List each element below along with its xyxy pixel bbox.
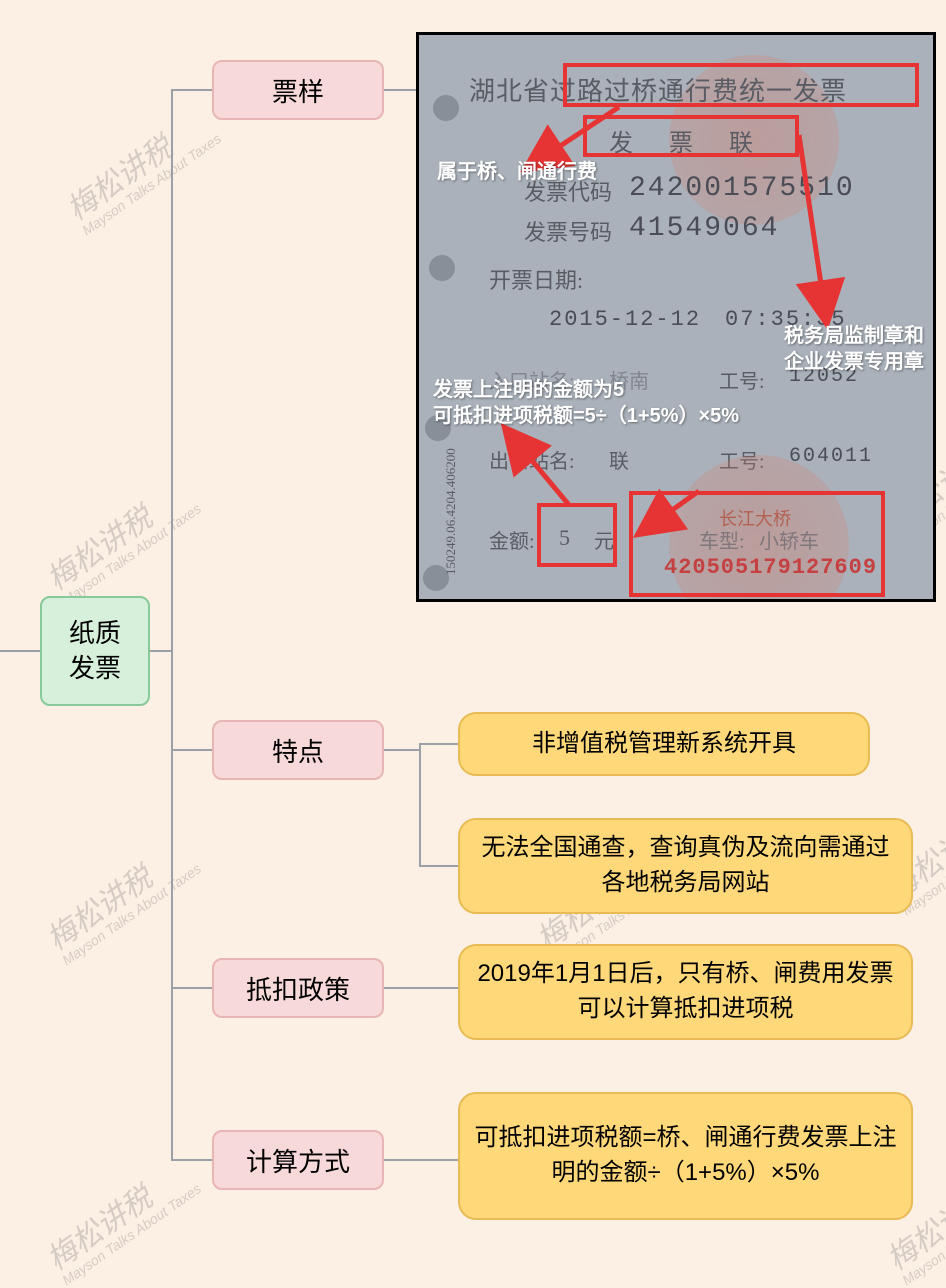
anno-amt-l2: 可抵扣进项税额=5÷（1+5%）×5% (433, 403, 739, 429)
leaf-policy1: 2019年1月1日后，只有桥、闸费用发票可以计算抵扣进项税 (458, 944, 913, 1040)
branch-policy: 抵扣政策 (212, 958, 384, 1018)
root-l1: 纸质 (69, 616, 121, 651)
leaf-calc1-text: 可抵扣进项税额=桥、闸通行费发票上注明的金额÷（1+5%）×5% (474, 1121, 897, 1191)
leaf-calc1: 可抵扣进项税额=桥、闸通行费发票上注明的金额÷（1+5%）×5% (458, 1092, 913, 1220)
branch-sample-label: 票样 (272, 72, 324, 109)
root-l2: 发票 (69, 651, 121, 686)
branch-sample: 票样 (212, 60, 384, 120)
watermark: 梅松讲税Mayson Talks About Taxes (42, 836, 203, 967)
leaf-feature1: 非增值税管理新系统开具 (458, 712, 870, 776)
watermark: 梅松讲税Mayson Talks About Taxes (42, 476, 203, 607)
root-node-paper-invoice: 纸质 发票 (40, 596, 150, 706)
leaf-feature1-text: 非增值税管理新系统开具 (532, 727, 796, 762)
branch-calc-label: 计算方式 (246, 1142, 350, 1179)
anno-seal-l1: 税务局监制章和 (784, 323, 924, 349)
branch-policy-label: 抵扣政策 (246, 970, 350, 1007)
watermark: 梅松讲税Mayson Talks About Taxes (62, 106, 223, 237)
branch-feature-label: 特点 (272, 732, 324, 769)
anno-amt-l1: 发票上注明的金额为5 (433, 377, 739, 403)
branch-feature: 特点 (212, 720, 384, 780)
red-arrows (419, 35, 933, 599)
anno-seal-l2: 企业发票专用章 (784, 349, 924, 375)
leaf-feature2-text: 无法全国通查，查询真伪及流向需通过各地税务局网站 (474, 831, 897, 901)
leaf-policy1-text: 2019年1月1日后，只有桥、闸费用发票可以计算抵扣进项税 (474, 957, 897, 1027)
watermark: 梅松讲税Mayson Talks About Taxes (42, 1156, 203, 1287)
branch-calc: 计算方式 (212, 1130, 384, 1190)
leaf-feature2: 无法全国通查，查询真伪及流向需通过各地税务局网站 (458, 818, 913, 914)
anno-bridge-type: 属于桥、闸通行费 (437, 159, 597, 185)
invoice-sample-image: 150249.06.4204.406200 湖北省过路过桥通行费统一发票 发 票… (416, 32, 936, 602)
